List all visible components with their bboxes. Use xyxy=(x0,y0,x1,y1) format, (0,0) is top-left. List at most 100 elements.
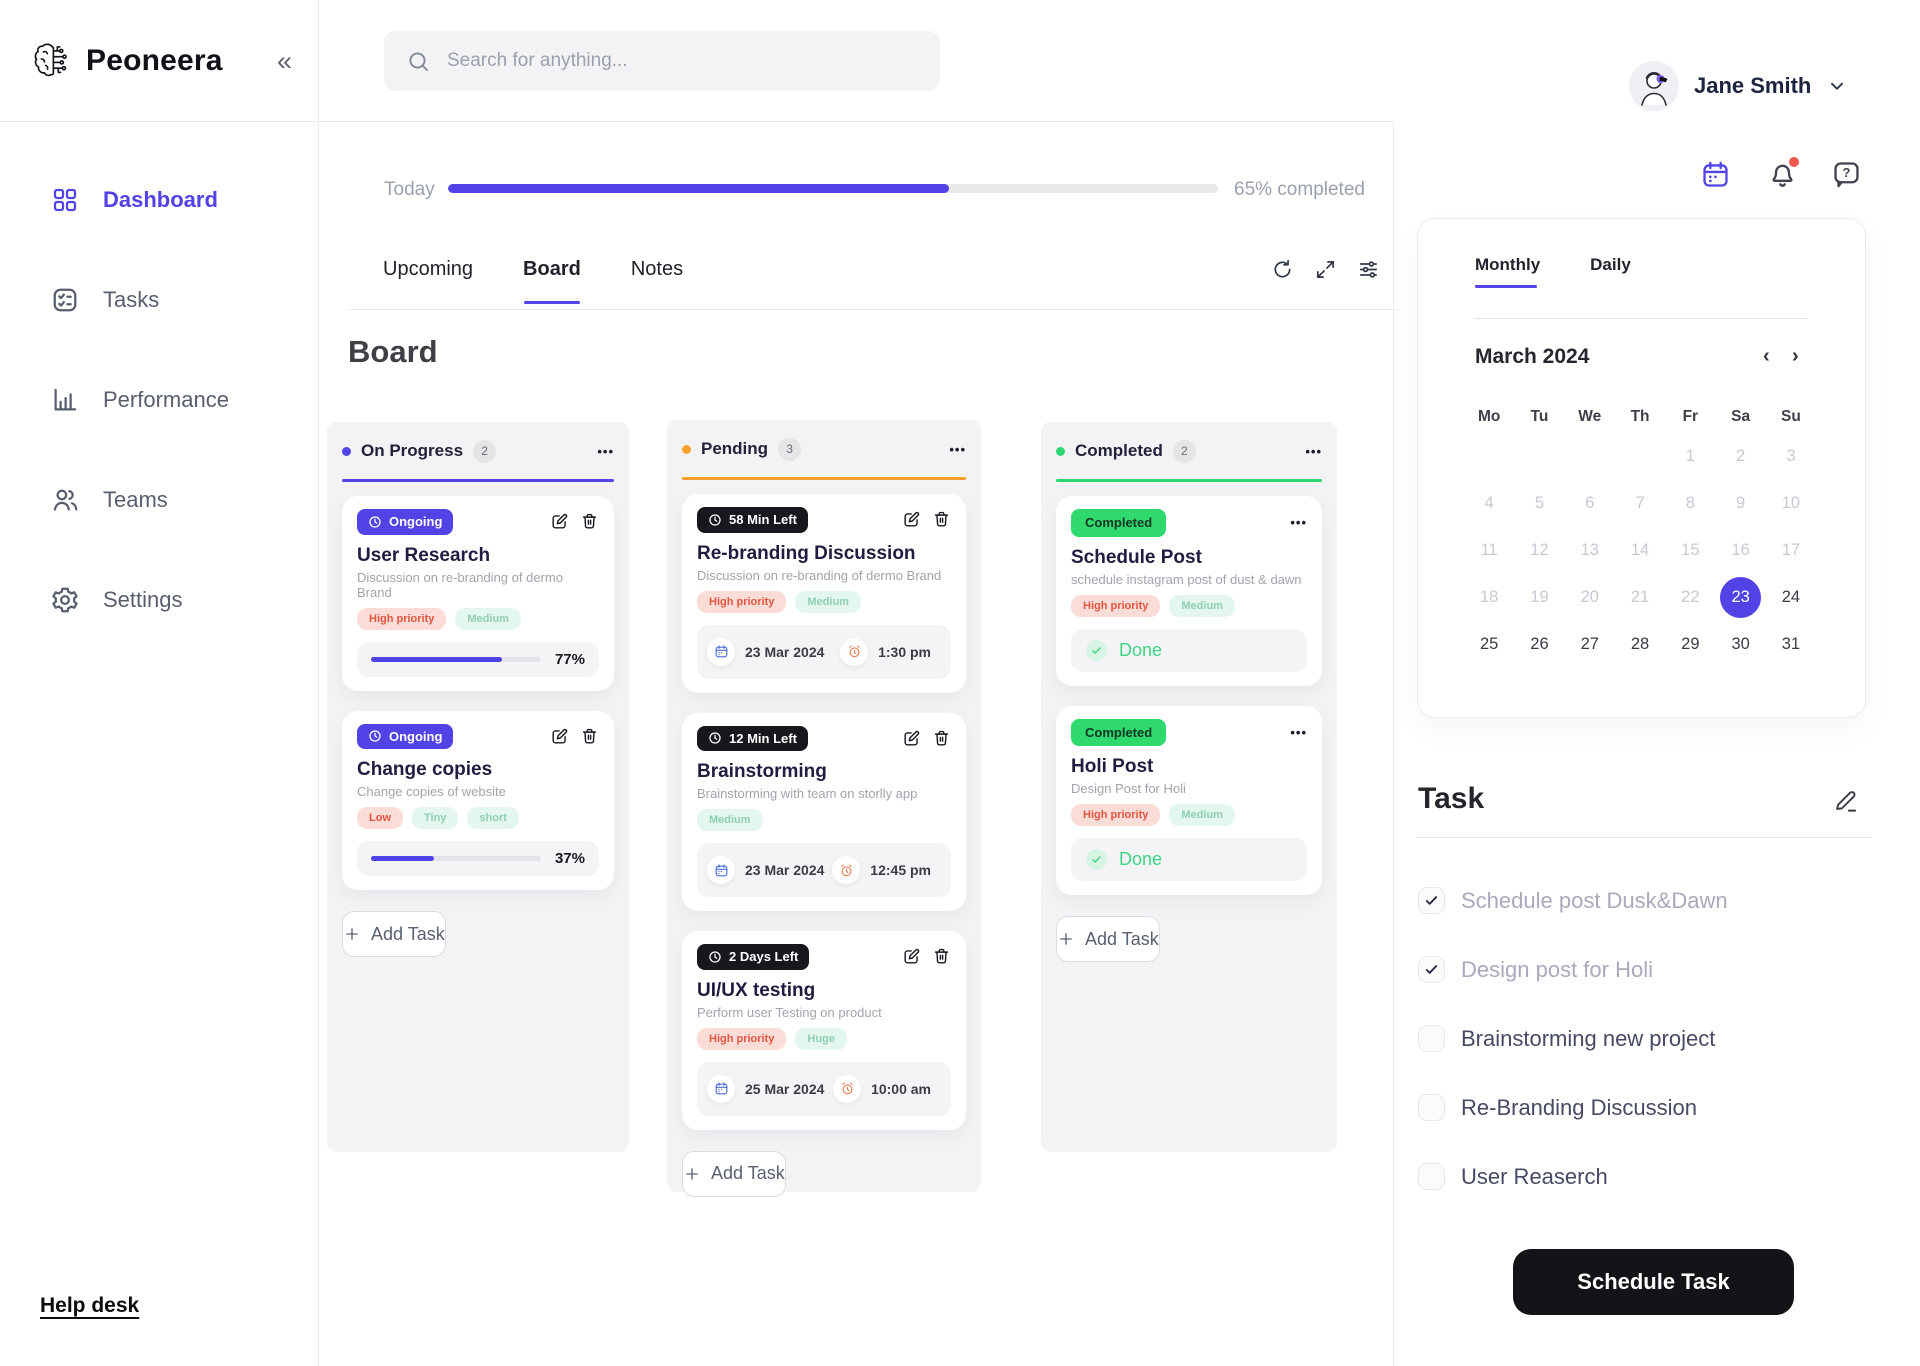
calendar-day[interactable]: 6 xyxy=(1585,494,1595,512)
calendar-day[interactable]: 31 xyxy=(1781,635,1801,653)
calendar-day[interactable]: 24 xyxy=(1781,588,1801,606)
brand-name: Peoneera xyxy=(86,44,223,77)
sidebar-item-settings[interactable]: Settings xyxy=(0,550,318,650)
calendar-day[interactable]: 14 xyxy=(1630,541,1650,559)
calendar-day[interactable]: 12 xyxy=(1530,541,1549,559)
calendar-day[interactable]: 30 xyxy=(1731,635,1750,653)
task-card[interactable]: Completed ••• Holi Post Design Post for Hol… xyxy=(1056,705,1322,896)
sidebar-item-dashboard[interactable]: Dashboard xyxy=(0,150,318,250)
task-card[interactable]: Completed ••• Schedule Post schedule instag… xyxy=(1056,496,1322,686)
calendar-day[interactable]: 21 xyxy=(1630,588,1650,606)
calendar-day[interactable]: 8 xyxy=(1685,494,1695,512)
card-progress-percent: 77% xyxy=(554,650,585,668)
task-card[interactable]: Ongoing User Research Discussion on re-bra… xyxy=(342,496,614,691)
calendar-day[interactable]: 28 xyxy=(1630,635,1650,653)
calendar-day[interactable]: 2 xyxy=(1736,447,1746,465)
calendar-day[interactable]: 27 xyxy=(1580,635,1599,653)
calendar-day[interactable]: 13 xyxy=(1580,541,1599,559)
column-menu-button[interactable]: ••• xyxy=(1305,443,1322,459)
task-card[interactable]: 58 Min Left Re-branding Discussion Discuss… xyxy=(682,494,966,693)
time-icon-wrap xyxy=(832,856,861,885)
main-content: Today 65% completed Upcoming Board Notes B… xyxy=(318,122,1400,1366)
checkbox[interactable] xyxy=(1418,1094,1445,1121)
card-status-badge: 58 Min Left xyxy=(697,507,808,533)
trash-icon[interactable] xyxy=(580,727,599,746)
search-input[interactable] xyxy=(447,50,918,72)
sidebar-collapse-button[interactable]: « xyxy=(276,45,292,76)
date-label: 23 Mar 2024 xyxy=(745,862,825,879)
edit-icon[interactable] xyxy=(550,512,569,531)
task-card[interactable]: Ongoing Change copies Change copies of web… xyxy=(342,710,614,891)
calendar-day[interactable]: 17 xyxy=(1781,541,1801,559)
calendar-day[interactable]: 29 xyxy=(1681,635,1700,653)
checkbox[interactable] xyxy=(1418,1025,1445,1052)
add-task-button[interactable]: Add Task xyxy=(682,1150,786,1197)
card-title: Change copies xyxy=(357,759,493,781)
column-menu-button[interactable]: ••• xyxy=(597,443,614,459)
edit-icon[interactable] xyxy=(902,510,921,529)
help-desk-link[interactable]: Help desk xyxy=(40,1294,140,1317)
user-menu[interactable]: Jane Smith xyxy=(1629,61,1848,111)
column-menu-button[interactable]: ••• xyxy=(949,441,966,457)
tab-upcoming[interactable]: Upcoming xyxy=(383,258,474,280)
calendar-day[interactable]: 15 xyxy=(1681,541,1700,559)
calendar-day[interactable]: 4 xyxy=(1484,494,1494,512)
add-task-button[interactable]: Add Task xyxy=(342,911,446,958)
card-schedule: 23 Mar 2024 1:30 pm xyxy=(697,625,951,679)
calendar-day[interactable]: 1 xyxy=(1685,447,1695,465)
schedule-task-button[interactable]: Schedule Task xyxy=(1513,1249,1794,1315)
sidebar-item-teams[interactable]: Teams xyxy=(0,450,318,550)
date-label: 25 Mar 2024 xyxy=(745,1080,825,1097)
edit-icon[interactable] xyxy=(550,727,569,746)
card-progress: 37% xyxy=(357,841,599,876)
edit-icon[interactable] xyxy=(902,729,921,748)
task-card[interactable]: 12 Min Left Brainstorming Brainstorming wi… xyxy=(682,712,966,912)
calendar-day[interactable]: 5 xyxy=(1534,494,1545,512)
calendar-day[interactable]: 3 xyxy=(1786,447,1796,465)
calendar-day[interactable]: 19 xyxy=(1530,588,1549,606)
calendar-day[interactable]: 16 xyxy=(1731,541,1750,559)
help-icon[interactable]: ? xyxy=(1831,159,1862,190)
checkbox[interactable] xyxy=(1418,1163,1445,1190)
calendar-day[interactable]: 18 xyxy=(1479,588,1499,606)
add-task-button[interactable]: Add Task xyxy=(1056,916,1160,963)
clock-icon xyxy=(368,729,382,743)
filter-icon[interactable] xyxy=(1357,258,1380,281)
next-month-button[interactable]: › xyxy=(1792,345,1799,367)
calendar-day[interactable]: 25 xyxy=(1479,635,1499,653)
task-card[interactable]: 2 Days Left UI/UX testing Perform user Tes… xyxy=(682,931,966,1130)
edit-tasks-icon[interactable] xyxy=(1832,787,1859,814)
trash-icon[interactable] xyxy=(580,512,599,531)
sidebar-item-tasks[interactable]: Tasks xyxy=(0,250,318,350)
bell-icon[interactable] xyxy=(1767,157,1799,190)
tab-monthly[interactable]: Monthly xyxy=(1475,255,1541,274)
refresh-icon[interactable] xyxy=(1271,258,1294,281)
calendar-day[interactable]: 20 xyxy=(1580,588,1599,606)
calendar-day[interactable]: 10 xyxy=(1781,494,1801,512)
trash-icon[interactable] xyxy=(932,729,951,748)
sidebar-item-performance[interactable]: Performance xyxy=(0,350,318,450)
trash-icon[interactable] xyxy=(932,510,951,529)
checkbox[interactable] xyxy=(1418,956,1445,983)
tab-board[interactable]: Board xyxy=(523,258,581,304)
calendar-day[interactable]: 9 xyxy=(1736,494,1746,512)
prev-month-button[interactable]: ‹ xyxy=(1763,345,1770,367)
edit-icon[interactable] xyxy=(902,947,921,966)
calendar-day[interactable]: 23 xyxy=(1715,574,1765,621)
calendar-day[interactable]: 26 xyxy=(1530,635,1549,653)
today-progress-bar[interactable] xyxy=(448,184,1218,193)
card-menu-button[interactable]: ••• xyxy=(1290,515,1307,531)
calendar-day[interactable]: 11 xyxy=(1480,541,1498,559)
calendar-day[interactable]: 7 xyxy=(1635,494,1645,512)
expand-icon[interactable] xyxy=(1314,258,1337,281)
tab-daily[interactable]: Daily xyxy=(1590,255,1631,274)
column-count-badge: 3 xyxy=(778,437,802,461)
checkbox[interactable] xyxy=(1418,887,1445,914)
trash-icon[interactable] xyxy=(932,947,951,966)
tab-notes[interactable]: Notes xyxy=(630,258,684,280)
card-status-label: 2 Days Left xyxy=(729,949,799,965)
calendar-day[interactable]: 22 xyxy=(1681,588,1700,606)
card-status-badge: Ongoing xyxy=(357,723,454,750)
card-menu-button[interactable]: ••• xyxy=(1290,724,1307,740)
calendar-icon[interactable] xyxy=(1700,159,1731,190)
